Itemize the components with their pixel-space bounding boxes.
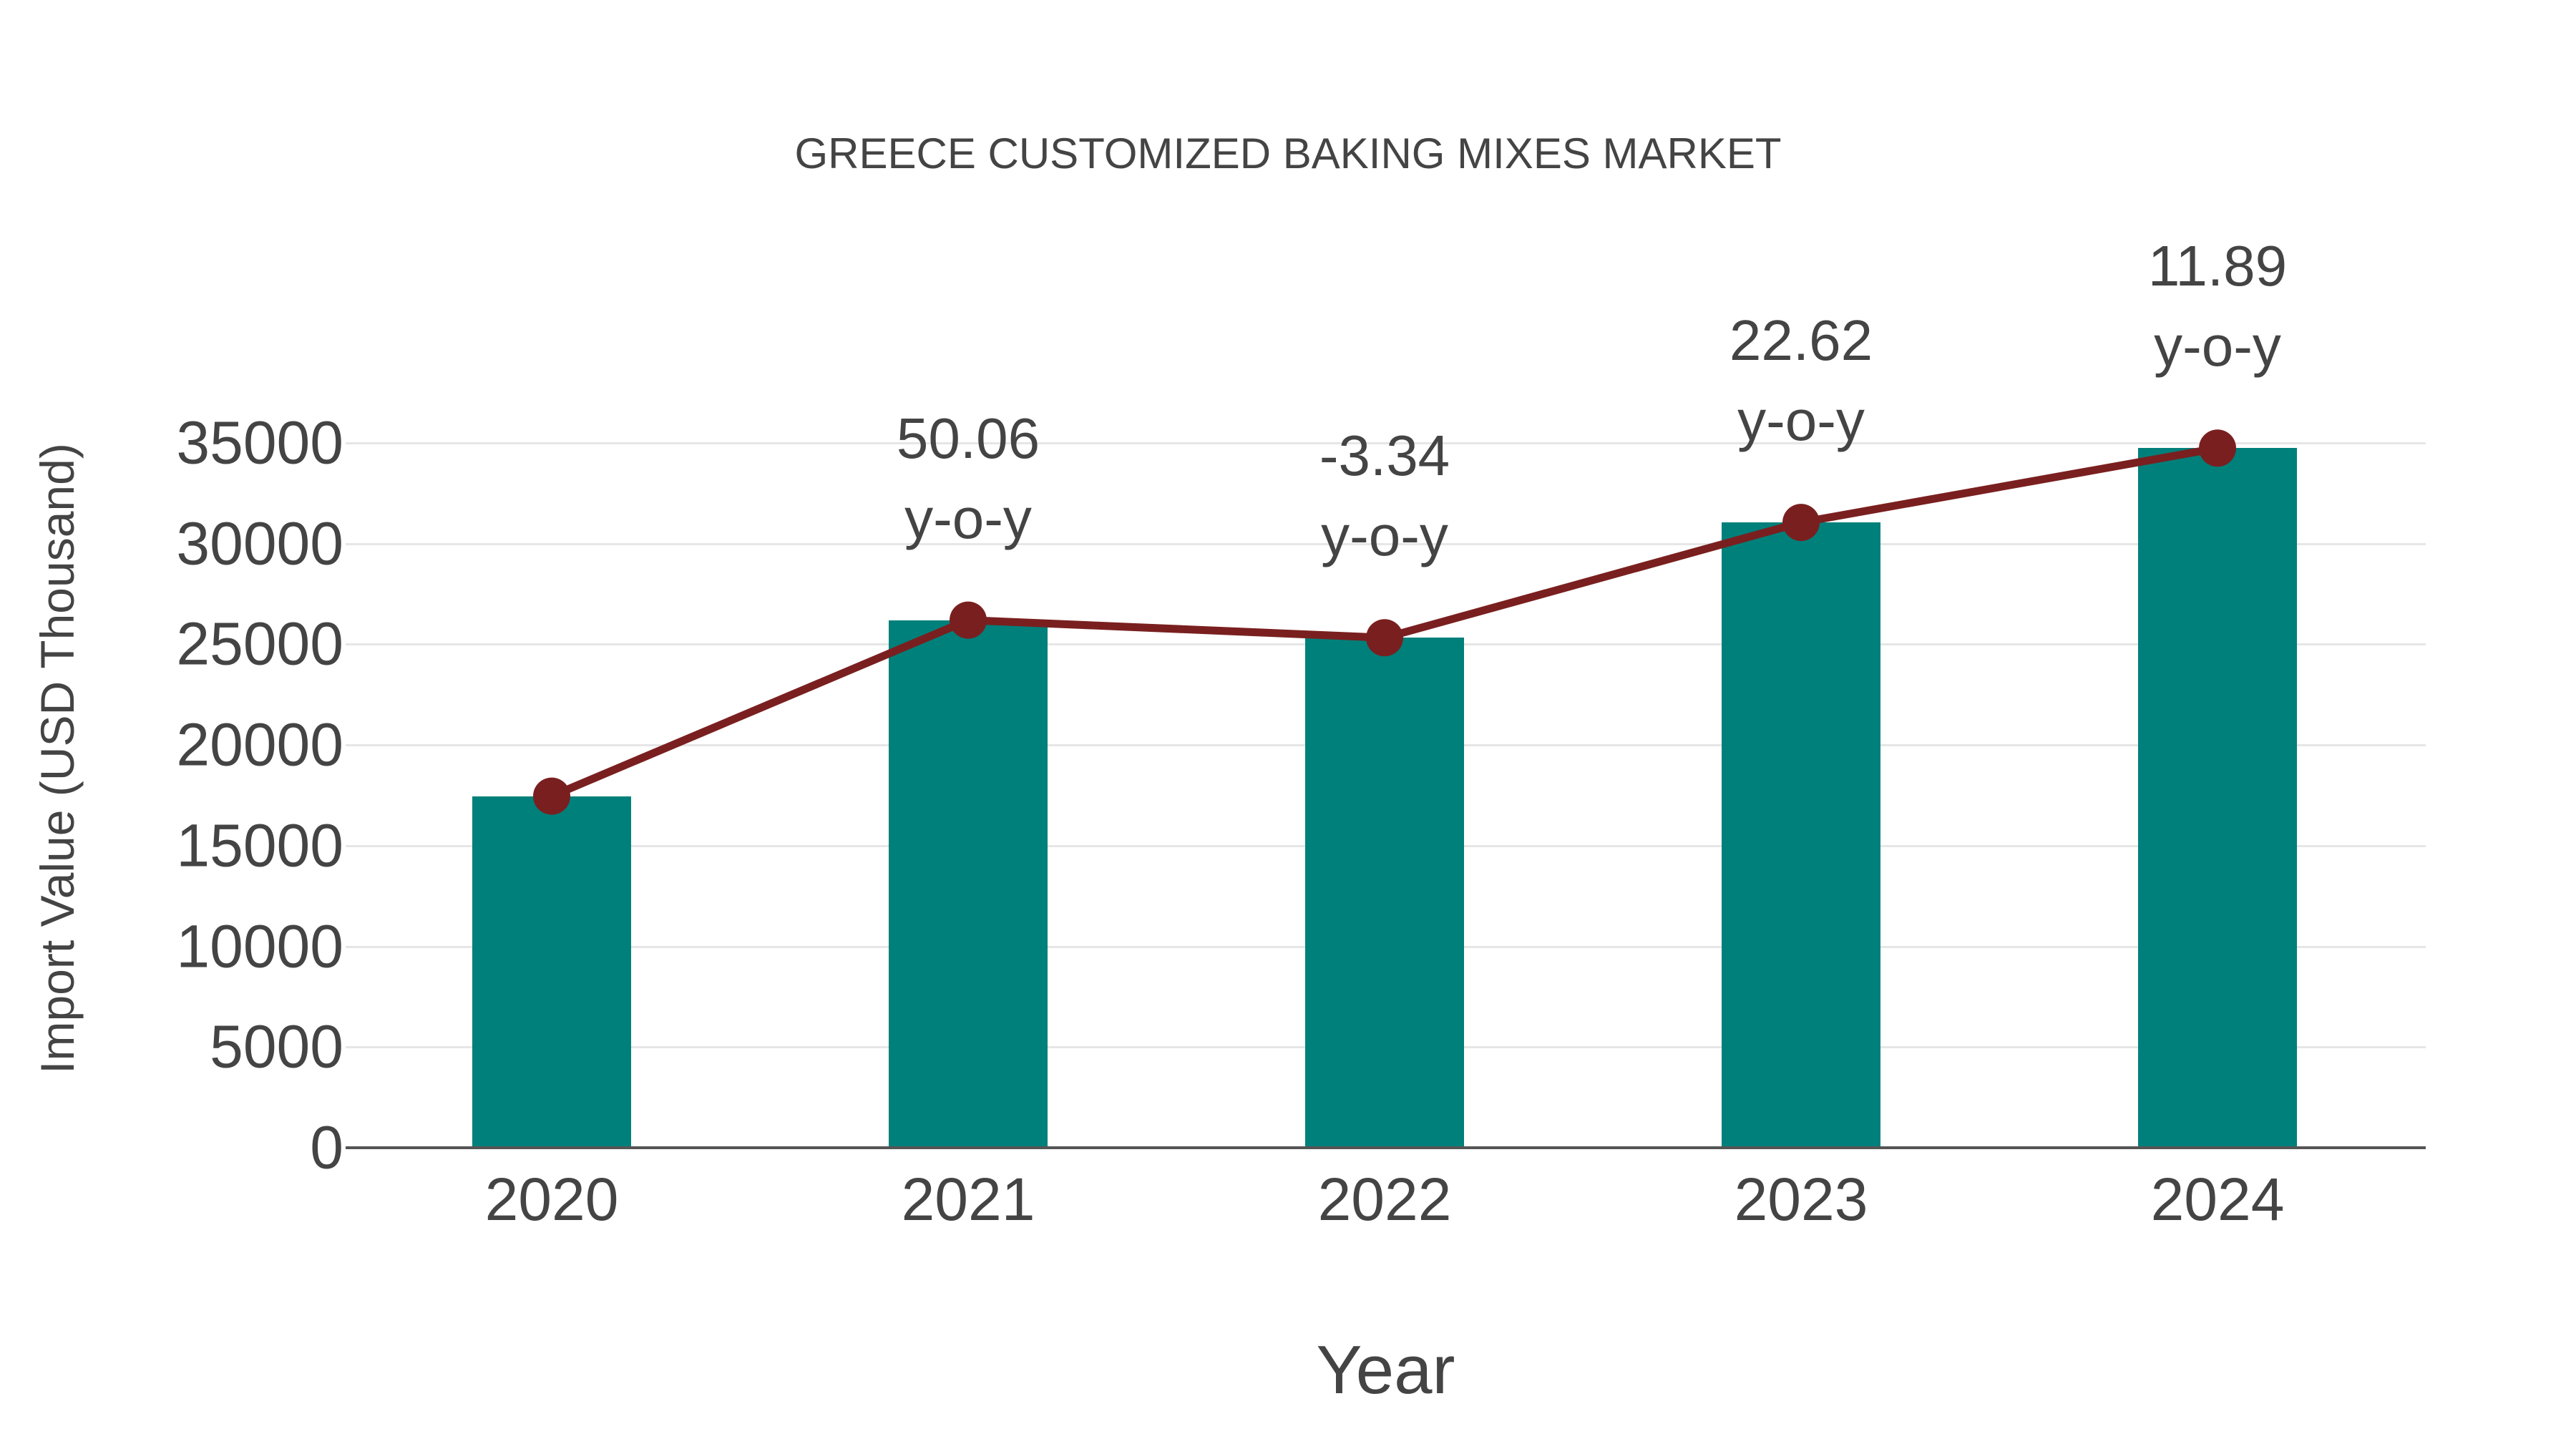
y-tick-label: 20000	[176, 711, 343, 779]
yoy-suffix: y-o-y	[2154, 314, 2281, 379]
marker-2024[interactable]	[2199, 429, 2236, 467]
marker-2022[interactable]	[1366, 619, 1403, 657]
yoy-suffix: y-o-y	[1737, 389, 1865, 453]
yoy-suffix: y-o-y	[904, 486, 1032, 550]
yoy-annotation-2023: 22.62 y-o-y	[1729, 301, 1873, 461]
chart-title: GREECE CUSTOMIZED BAKING MIXES MARKET	[794, 130, 1782, 177]
x-tick-label: 2023	[1734, 1166, 1868, 1233]
y-tick-label: 30000	[176, 509, 343, 577]
y-tick-label: 0	[310, 1113, 343, 1181]
x-tick-label: 2020	[484, 1166, 619, 1233]
bar-2022[interactable]	[1305, 638, 1464, 1148]
yoy-annotation-2021: 50.06 y-o-y	[897, 399, 1040, 559]
yoy-value: 22.62	[1729, 308, 1873, 373]
yoy-value: 11.89	[2147, 234, 2288, 298]
yoy-value: 50.06	[896, 406, 1040, 470]
bar-2023[interactable]	[1722, 522, 1880, 1148]
gridline	[346, 442, 2426, 444]
marker-2021[interactable]	[950, 601, 987, 639]
gridline	[346, 542, 2426, 545]
marker-2020[interactable]	[533, 777, 570, 815]
y-tick-label: 5000	[210, 1013, 343, 1080]
y-tick-label: 15000	[176, 811, 343, 879]
x-tick-label: 2022	[1317, 1166, 1452, 1233]
x-tick-label: 2021	[901, 1166, 1035, 1233]
y-tick-label: 35000	[176, 409, 343, 477]
marker-2023[interactable]	[1782, 504, 1820, 542]
yoy-annotation-2024: 11.89 y-o-y	[2148, 226, 2287, 386]
bar-2020[interactable]	[472, 796, 631, 1148]
yoy-suffix: y-o-y	[1321, 504, 1448, 568]
x-axis-line	[346, 1146, 2426, 1149]
yoy-value: -3.34	[1319, 424, 1450, 488]
yoy-annotation-2022: -3.34 y-o-y	[1319, 416, 1450, 576]
bar-2024[interactable]	[2138, 448, 2297, 1148]
bar-2021[interactable]	[889, 620, 1048, 1148]
x-axis-label: Year	[1316, 1332, 1455, 1408]
y-tick-label: 25000	[176, 610, 343, 678]
x-tick-label: 2024	[2150, 1166, 2285, 1233]
y-tick-label: 10000	[176, 912, 343, 980]
